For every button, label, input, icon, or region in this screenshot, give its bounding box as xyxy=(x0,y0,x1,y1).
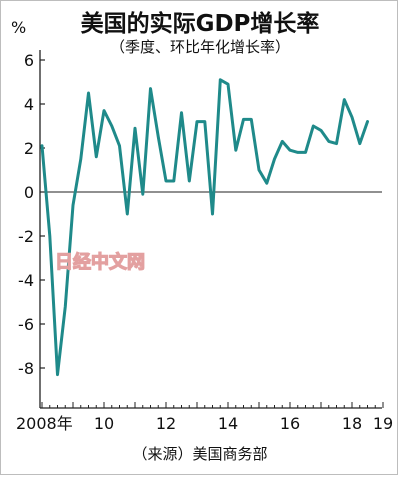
x-tick-label: 14 xyxy=(218,414,238,433)
x-tick-label: 12 xyxy=(156,414,176,433)
x-tick-label: 18 xyxy=(342,414,362,433)
y-tick-label: 2 xyxy=(24,139,34,158)
y-tick-label: 0 xyxy=(24,183,34,202)
chart-subtitle: （季度、环比年化增长率） xyxy=(109,38,290,56)
y-tick-label: -2 xyxy=(18,227,34,246)
series-line xyxy=(40,78,369,377)
x-ticks: 2008年 10 12 14 16 18 19 xyxy=(16,402,393,433)
y-tick-label: 6 xyxy=(24,51,34,70)
x-tick-label: 2008年 xyxy=(16,414,73,433)
x-tick-label: 16 xyxy=(280,414,300,433)
y-tick-label: -6 xyxy=(18,315,34,334)
y-tick-label: 4 xyxy=(24,95,34,114)
y-ticks: 6 4 2 0 -2 -4 -6 -8 xyxy=(18,51,45,378)
y-axis-unit: % xyxy=(11,18,27,37)
chart-title: 美国的实际GDP增长率 xyxy=(80,11,320,37)
y-tick-label: -4 xyxy=(18,271,34,290)
watermark: 日经中文网 xyxy=(55,251,145,273)
source-note: （来源）美国商务部 xyxy=(132,445,268,463)
y-tick-label: -8 xyxy=(18,359,34,378)
series-gdp xyxy=(40,78,369,377)
x-tick-label: 19 xyxy=(373,414,393,433)
x-tick-label: 10 xyxy=(94,414,114,433)
